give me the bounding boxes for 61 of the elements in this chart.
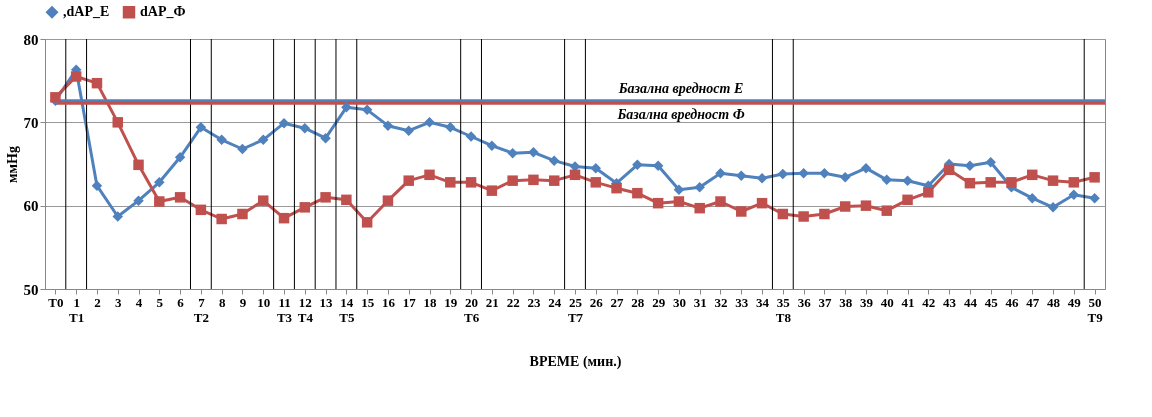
x-tick-label: 43 — [943, 294, 957, 310]
x-tick-label: 23 — [527, 294, 541, 310]
legend-label: dAP_Ф — [140, 4, 186, 20]
x-tick-label: 11 T3 — [276, 294, 293, 325]
x-tick-label: 42 — [922, 294, 936, 310]
x-tick-label: 34 — [756, 294, 770, 310]
x-tick-label: T0 — [48, 294, 64, 310]
x-tick-label: 16 — [381, 294, 396, 310]
x-tick-label: 47 — [1026, 294, 1040, 310]
x-axis-title: ВРЕМЕ (мин.) — [529, 353, 622, 370]
y-tick-label: 70 — [23, 114, 39, 131]
x-tick-label: 5 — [156, 294, 164, 310]
x-tick-label: 22 — [506, 294, 520, 310]
x-tick-label: 20 T6 — [463, 294, 480, 325]
x-tick-label: 1 T1 — [69, 294, 85, 325]
x-tick-label: 27 — [610, 294, 625, 310]
x-tick-label: 12 T4 — [297, 294, 314, 325]
x-tick-label: 25 T7 — [567, 294, 584, 325]
x-tick-label: 32 — [714, 294, 728, 310]
x-tick-label: 30 — [672, 294, 686, 310]
x-tick-label: 28 — [631, 294, 645, 310]
y-tick-label: 60 — [23, 198, 39, 215]
legend-label: ,dAP_E — [63, 4, 110, 20]
x-tick-label: 17 — [402, 294, 417, 310]
x-tick-label: 37 — [818, 294, 832, 310]
x-tick-label: 29 — [652, 294, 666, 310]
x-tick-label: 50 T9 — [1087, 294, 1104, 325]
x-tick-label: 49 — [1067, 294, 1082, 310]
ref-line-label: Базална вредност Ф — [616, 107, 745, 123]
x-tick-label: 24 — [548, 294, 562, 310]
x-tick-label: 10 — [257, 294, 271, 310]
x-tick-label: 3 — [115, 294, 122, 310]
x-tick-label: 13 — [319, 294, 334, 310]
x-tick-label: 15 — [361, 294, 375, 310]
x-tick-label: 36 — [797, 294, 812, 310]
x-tick-label: 2 — [94, 294, 101, 310]
y-tick-label: 80 — [23, 31, 39, 48]
x-tick-label: 18 — [423, 294, 438, 310]
x-tick-label: 26 — [589, 294, 604, 310]
x-tick-label: 38 — [839, 294, 853, 310]
x-tick-label: 35 T8 — [775, 294, 792, 325]
x-tick-label: 4 — [135, 294, 143, 310]
x-tick-label: 41 — [901, 294, 915, 310]
x-tick-label: 6 — [177, 294, 185, 310]
x-tick-label: 14 T5 — [339, 294, 355, 325]
x-tick-label: 44 — [963, 294, 978, 310]
x-tick-label: 46 — [1005, 294, 1019, 310]
ref-line-label: Базална вредност Е — [617, 80, 744, 96]
x-tick-label: 21 — [485, 294, 499, 310]
x-tick-label: 48 — [1047, 294, 1061, 310]
y-axis-title: ммHg — [4, 146, 20, 183]
x-tick-label: 31 — [693, 294, 707, 310]
x-tick-label: 7 T2 — [193, 294, 209, 325]
x-tick-label: 9 — [239, 294, 247, 310]
x-tick-label: 40 — [880, 294, 894, 310]
x-tick-label: 45 — [984, 294, 999, 310]
x-tick-label: 33 — [735, 294, 749, 310]
x-tick-label: 8 — [218, 294, 226, 310]
y-tick-label: 50 — [23, 281, 39, 298]
x-tick-label: 39 — [859, 294, 874, 310]
x-tick-label: 19 — [444, 294, 458, 310]
